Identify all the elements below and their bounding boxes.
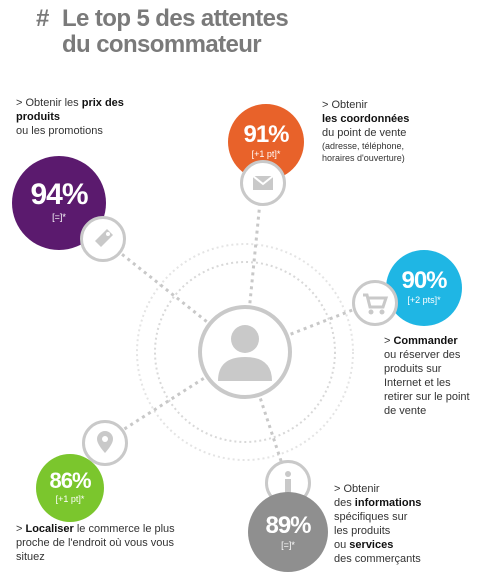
pct-commander: 90%: [401, 267, 447, 294]
circle-informations: 89% [=]*: [248, 492, 328, 572]
ring-inner: [154, 261, 336, 443]
label-informations: > Obtenir des informations spécifiques s…: [334, 483, 422, 565]
ring-localiser: [82, 420, 128, 466]
circle-commander: 90% [+2 pts]*: [386, 250, 462, 326]
title-line-2: du consommateur: [62, 31, 262, 58]
price-tag-icon: [95, 229, 113, 247]
label-commander: > Commander ou réserver des produits sur…: [384, 335, 470, 417]
title-hash: #: [36, 5, 49, 32]
title-line-1: Le top 5 des attentes: [62, 5, 289, 32]
person-icon: [218, 325, 272, 381]
delta-informations: [=]*: [281, 540, 295, 550]
circle-prix: 94% [=]*: [12, 156, 106, 250]
pct-prix: 94%: [30, 178, 88, 211]
delta-commander: [+2 pts]*: [407, 295, 441, 305]
pct-localiser: 86%: [49, 468, 91, 493]
shopping-cart-icon: [363, 293, 389, 315]
pct-coordonnees: 91%: [243, 121, 289, 148]
label-localiser: > Localiser le commerce le plus proche d…: [16, 523, 175, 563]
delta-prix: [=]*: [52, 212, 66, 222]
ring-outer: [136, 243, 354, 461]
envelope-icon: [252, 175, 274, 190]
center-person: [198, 305, 292, 399]
delta-localiser: [+1 pt]*: [55, 494, 85, 504]
label-coordonnees: > Obtenir les coordonnées du point de ve…: [322, 99, 410, 163]
map-pin-icon: [97, 431, 113, 453]
ring-commander: [352, 280, 398, 326]
info-icon: [285, 471, 291, 493]
ring-coordonnees: [240, 160, 286, 206]
delta-coordonnees: [+1 pt]*: [251, 149, 281, 159]
pct-informations: 89%: [265, 512, 311, 539]
circle-localiser: 86% [+1 pt]*: [36, 454, 104, 522]
ring-prix: [80, 216, 126, 262]
label-prix: > Obtenir les prix des produits ou les p…: [16, 97, 124, 137]
